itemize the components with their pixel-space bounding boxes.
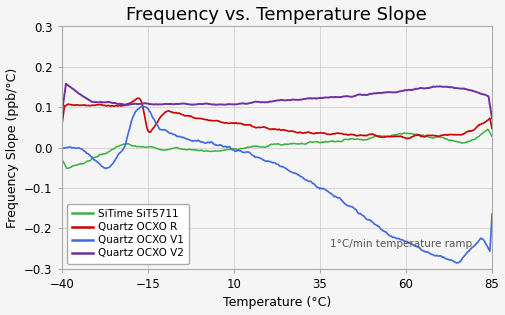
Quartz OCXO R xyxy=(170,111,176,115)
Quartz OCXO R xyxy=(347,133,353,137)
SiTime SiT5711 xyxy=(313,140,319,144)
Title: Frequency vs. Temperature Slope: Frequency vs. Temperature Slope xyxy=(126,6,427,24)
Quartz OCXO R xyxy=(313,131,319,135)
Quartz OCXO V2 xyxy=(489,117,495,120)
Quartz OCXO R xyxy=(383,135,389,139)
Y-axis label: Frequency Slope (ppb/°C): Frequency Slope (ppb/°C) xyxy=(6,67,19,228)
SiTime SiT5711 xyxy=(489,135,495,138)
Quartz OCXO V1 xyxy=(140,105,146,108)
Quartz OCXO V1 xyxy=(170,132,176,136)
Line: Quartz OCXO V1: Quartz OCXO V1 xyxy=(62,106,492,263)
Line: Quartz OCXO V2: Quartz OCXO V2 xyxy=(62,84,492,118)
SiTime SiT5711 xyxy=(170,146,176,150)
Quartz OCXO V1 xyxy=(254,155,260,159)
SiTime SiT5711 xyxy=(347,137,353,141)
Quartz OCXO V2 xyxy=(313,97,319,100)
Quartz OCXO V1 xyxy=(135,107,141,111)
SiTime SiT5711 xyxy=(59,156,65,160)
Quartz OCXO V2 xyxy=(135,102,141,106)
Quartz OCXO V2 xyxy=(63,82,69,86)
SiTime SiT5711 xyxy=(254,145,260,149)
SiTime SiT5711 xyxy=(135,145,141,148)
Quartz OCXO V2 xyxy=(383,90,389,94)
Quartz OCXO V2 xyxy=(254,100,260,104)
Quartz OCXO V2 xyxy=(59,113,65,117)
SiTime SiT5711 xyxy=(64,166,70,170)
Quartz OCXO V1 xyxy=(347,205,353,209)
Quartz OCXO R xyxy=(403,137,410,140)
Quartz OCXO R xyxy=(135,96,141,100)
X-axis label: Temperature (°C): Temperature (°C) xyxy=(223,296,331,309)
Quartz OCXO V1 xyxy=(59,146,65,150)
Quartz OCXO R xyxy=(254,126,260,129)
SiTime SiT5711 xyxy=(485,127,491,131)
Quartz OCXO V2 xyxy=(347,94,353,98)
Quartz OCXO R xyxy=(135,96,141,100)
Quartz OCXO V1 xyxy=(454,261,460,265)
Line: SiTime SiT5711: SiTime SiT5711 xyxy=(62,129,492,168)
Line: Quartz OCXO R: Quartz OCXO R xyxy=(62,98,492,139)
SiTime SiT5711 xyxy=(383,135,389,138)
Quartz OCXO V2 xyxy=(170,102,176,106)
Quartz OCXO V1 xyxy=(489,212,495,216)
Quartz OCXO R xyxy=(59,126,65,129)
Quartz OCXO R xyxy=(489,127,495,130)
Quartz OCXO V1 xyxy=(383,231,389,234)
Quartz OCXO V1 xyxy=(313,184,319,188)
Legend: SiTime SiT5711, Quartz OCXO R, Quartz OCXO V1, Quartz OCXO V2: SiTime SiT5711, Quartz OCXO R, Quartz OC… xyxy=(67,204,189,264)
Text: 1°C/min temperature ramp: 1°C/min temperature ramp xyxy=(330,239,472,249)
